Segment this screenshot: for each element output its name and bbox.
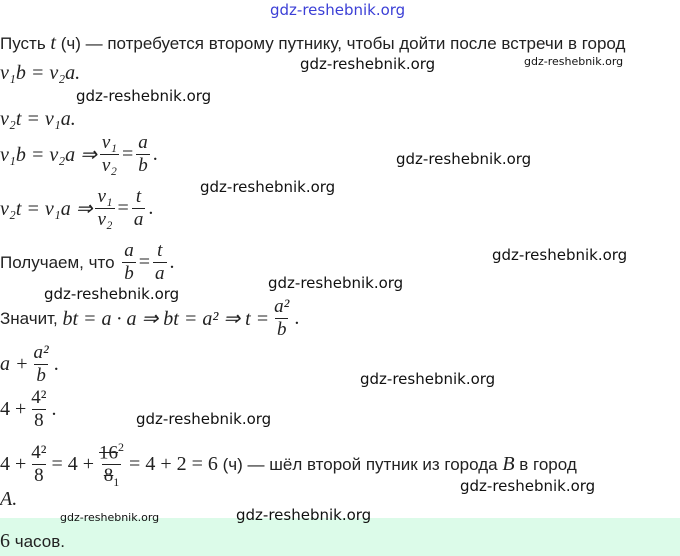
watermark: gdz-reshebnik.org [136, 410, 272, 428]
watermark-top: gdz-reshebnik.org [270, 1, 406, 19]
num: a [138, 132, 148, 153]
fraction: a² b [272, 296, 291, 341]
watermark: gdz-reshebnik.org [492, 246, 628, 264]
num: v₁ [97, 186, 113, 207]
text: (ч) — шёл второй путник из города [222, 454, 498, 474]
num: 4² [31, 387, 47, 408]
answer-unit: часов. [14, 531, 65, 551]
eq: = 4 + 2 = 6 [129, 453, 218, 476]
line-10: 4 + 4² 8 = 4 + 162 81 = 4 + 2 = 6 (ч) — шё… [0, 436, 577, 493]
line-11: A. [0, 488, 18, 510]
eq-v2t: v₂t = v₁a. [0, 108, 76, 130]
den: b [274, 318, 289, 340]
num-sup: 2 [118, 440, 125, 454]
period: . [152, 143, 158, 165]
eq-sign: = [138, 251, 151, 273]
fraction: a² b [32, 342, 51, 387]
fraction: 4² 8 [29, 442, 48, 487]
answer-text: 6 часов. [0, 530, 65, 553]
den: v₂ [99, 154, 119, 176]
num: 16 [99, 442, 119, 464]
num: 4² [31, 442, 47, 464]
den: b [34, 364, 48, 386]
text: Значит, [0, 308, 58, 328]
eq: v₂t = v₁a ⇒ [0, 198, 93, 220]
fraction: v₁ v₂ [95, 186, 115, 231]
watermark: gdz-reshebnik.org [524, 55, 624, 68]
eq: bt = a · a ⇒ bt = a² ⇒ t = [62, 308, 270, 330]
num: t [157, 240, 163, 261]
eq-v1b: v₁b = v₂a. [0, 62, 81, 84]
num: a² [274, 296, 290, 317]
watermark: gdz-reshebnik.org [44, 285, 180, 303]
line-7: Значит, bt = a · a ⇒ bt = a² ⇒ t = a² b . [0, 296, 299, 341]
watermark: gdz-reshebnik.org [360, 370, 496, 388]
fraction: 4² 8 [29, 387, 48, 432]
den: 8 [103, 465, 114, 487]
answer-value: 6 [0, 530, 10, 552]
den: 8 [32, 409, 46, 431]
watermark: gdz-reshebnik.org [200, 178, 336, 196]
eq: = 4 + [51, 453, 95, 476]
period: . [51, 398, 57, 420]
num: t [135, 186, 142, 207]
answer-band [0, 518, 680, 556]
den: a [153, 262, 167, 284]
text: в город [519, 454, 577, 474]
line-1: Пусть t (ч) — потребуется второму путник… [0, 32, 625, 55]
eq-sign: = [121, 143, 134, 165]
period: . [294, 307, 300, 329]
var-t: t [50, 32, 56, 54]
eq: 4 + [0, 453, 27, 476]
watermark: gdz-reshebnik.org [396, 150, 532, 168]
watermark: gdz-reshebnik.org [76, 87, 212, 105]
den: 8 [32, 464, 46, 487]
watermark: gdz-reshebnik.org [300, 55, 436, 73]
num: a² [33, 342, 49, 363]
eq: a + [0, 353, 29, 375]
num: v₁ [101, 132, 117, 153]
fraction: v₁ v₂ [99, 132, 119, 177]
den: a [131, 208, 146, 230]
line-8: a + a² b . [0, 342, 59, 387]
watermark: gdz-reshebnik.org [268, 274, 404, 292]
eq: v₁b = v₂a ⇒ [0, 144, 97, 166]
num: a [124, 240, 134, 261]
den: b [136, 154, 150, 176]
watermark: gdz-reshebnik.org [460, 477, 596, 495]
period: . [53, 353, 59, 375]
den: v₂ [95, 208, 115, 230]
text: Получаем, что [0, 252, 115, 272]
watermark: gdz-reshebnik.org [60, 511, 160, 524]
fraction-cancelled: 162 81 [97, 436, 126, 493]
den: b [122, 262, 136, 284]
var-B: B [502, 453, 515, 476]
eq-sign: = [117, 197, 129, 219]
eq: 4 + [0, 398, 27, 420]
den-sub: 1 [113, 475, 120, 490]
watermark: gdz-reshebnik.org [236, 506, 372, 524]
text: (ч) — потребуется второму путнику, чтобы… [60, 33, 626, 53]
text: Пусть [0, 33, 46, 53]
period: . [169, 251, 175, 273]
line-9: 4 + 4² 8 . [0, 387, 56, 432]
period: . [148, 197, 154, 219]
